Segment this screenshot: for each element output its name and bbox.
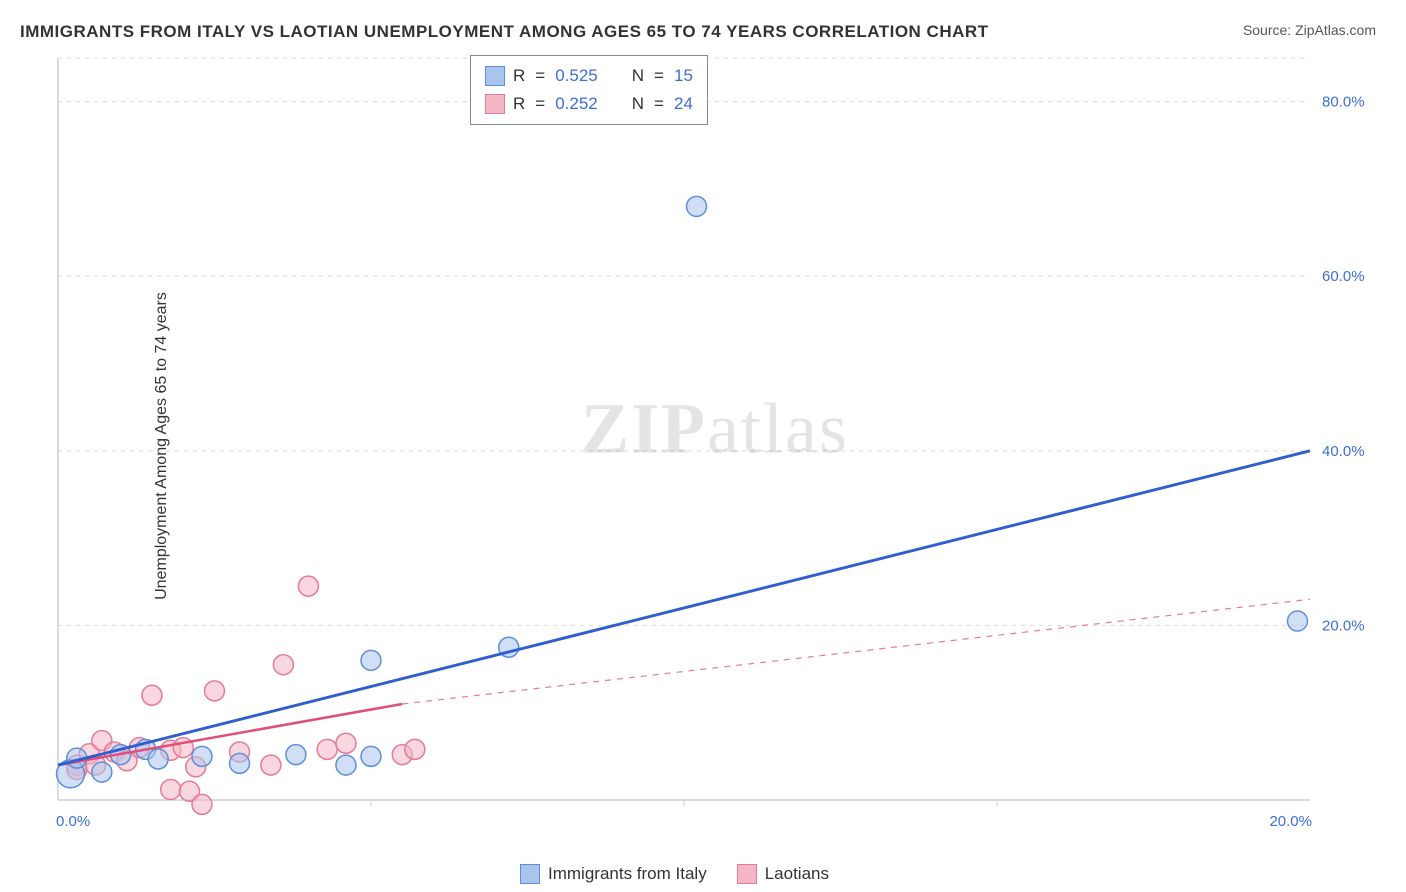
series-legend: Immigrants from Italy Laotians — [520, 864, 829, 884]
legend-item-label: Laotians — [765, 864, 829, 884]
y-tick-label: 80.0% — [1322, 94, 1365, 111]
legend-swatch-laotians — [737, 864, 757, 884]
scatter-point-laotians — [261, 755, 281, 775]
legend-item-laotians: Laotians — [737, 864, 829, 884]
legend-r-label: R — [513, 66, 525, 86]
legend-swatch-laotians — [485, 94, 505, 114]
scatter-point-laotians — [273, 655, 293, 675]
legend-n-value: 15 — [674, 66, 693, 86]
trend-line-laotians-dash — [402, 599, 1310, 704]
scatter-point-laotians — [205, 681, 225, 701]
legend-row-laotians: R = 0.252 N = 24 — [485, 90, 693, 118]
scatter-point-laotians — [161, 780, 181, 800]
legend-swatch-italy — [520, 864, 540, 884]
legend-n-value: 24 — [674, 94, 693, 114]
equals-sign: = — [654, 66, 664, 86]
x-tick-label: 20.0% — [1269, 813, 1312, 830]
source-label: Source: ZipAtlas.com — [1243, 22, 1376, 38]
scatter-point-laotians — [405, 739, 425, 759]
legend-n-label: N — [632, 66, 644, 86]
legend-r-label: R — [513, 94, 525, 114]
scatter-point-italy — [286, 745, 306, 765]
scatter-point-laotians — [317, 739, 337, 759]
scatter-point-italy — [92, 762, 112, 782]
legend-n-label: N — [632, 94, 644, 114]
scatter-point-italy — [148, 749, 168, 769]
scatter-point-italy — [361, 650, 381, 670]
legend-swatch-italy — [485, 66, 505, 86]
scatter-point-italy — [687, 196, 707, 216]
scatter-point-italy — [192, 746, 212, 766]
equals-sign: = — [535, 94, 545, 114]
chart-title: IMMIGRANTS FROM ITALY VS LAOTIAN UNEMPLO… — [20, 22, 989, 42]
y-tick-label: 60.0% — [1322, 268, 1365, 285]
legend-item-italy: Immigrants from Italy — [520, 864, 707, 884]
equals-sign: = — [654, 94, 664, 114]
legend-r-value: 0.252 — [555, 94, 598, 114]
scatter-point-italy — [336, 755, 356, 775]
y-tick-label: 20.0% — [1322, 617, 1365, 634]
equals-sign: = — [535, 66, 545, 86]
scatter-point-laotians — [192, 794, 212, 814]
legend-item-label: Immigrants from Italy — [548, 864, 707, 884]
legend-r-value: 0.525 — [555, 66, 598, 86]
scatter-point-laotians — [142, 685, 162, 705]
scatter-point-italy — [1287, 611, 1307, 631]
scatter-point-laotians — [298, 576, 318, 596]
y-tick-label: 40.0% — [1322, 443, 1365, 460]
scatter-point-laotians — [336, 733, 356, 753]
chart-area: 20.0%40.0%60.0%80.0%0.0%20.0% ZIPatlas — [50, 50, 1380, 840]
legend-row-italy: R = 0.525 N = 15 — [485, 62, 693, 90]
scatter-point-italy — [361, 746, 381, 766]
trend-line-italy — [58, 451, 1310, 765]
x-tick-label: 0.0% — [56, 813, 90, 830]
scatter-chart-svg: 20.0% 40.0% 60.0% 80.0% 0.0% 20.0% — [50, 50, 1380, 840]
scatter-point-italy — [230, 753, 250, 773]
correlation-legend: R = 0.525 N = 15 R = 0.252 N = 24 — [470, 55, 708, 125]
